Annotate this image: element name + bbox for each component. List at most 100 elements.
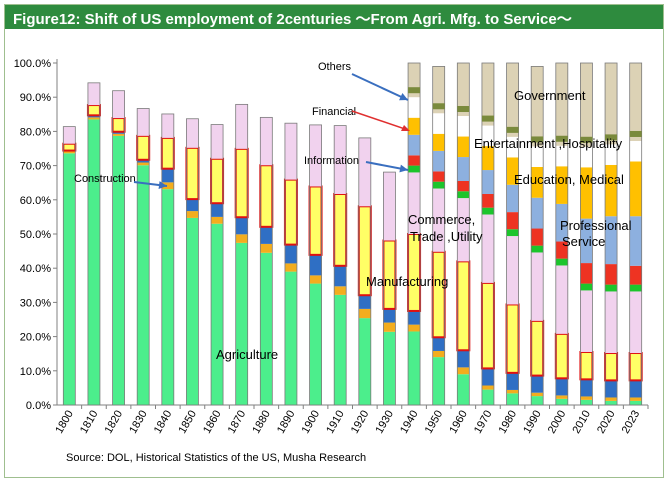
bar-segment-manufacturing [111, 117, 126, 133]
bar-segment-agriculture [260, 252, 273, 405]
y-tick-label: 100.0% [14, 58, 52, 70]
bar-segment-other-pre-1940- [309, 124, 322, 187]
bar-1860 [210, 124, 225, 406]
bar-segment-information [481, 207, 494, 215]
bar-segment-manufacturing [456, 260, 471, 352]
bar-segment-agriculture [383, 331, 396, 405]
bar-segment-commerce-trade-utility [137, 159, 150, 163]
bar-segment-government [481, 63, 494, 126]
bar-segment-other-pre-1940- [112, 90, 125, 119]
bar-segment-professional-service [629, 216, 642, 266]
bar-segment-information [457, 191, 470, 199]
bar-segment-commerce-modern- [481, 214, 494, 283]
bar-segment-government [531, 66, 544, 147]
bar-outline [555, 62, 569, 406]
bar-segment-other-pre-1940- [186, 118, 199, 148]
bar-segment-education-medical [555, 166, 568, 204]
bar-segment-construction [186, 211, 199, 218]
arrow-others [351, 73, 409, 101]
title-bar: Figure12: Shift of US employment of 2cen… [5, 5, 663, 29]
bar-segment-government [555, 63, 568, 146]
bar-segment-education-medical [432, 133, 445, 151]
annotation-commerce: Commerce, Trade ,Utility [408, 212, 483, 244]
bar-segment-education-medical [531, 166, 544, 198]
bar-1890 [283, 122, 298, 406]
bar-outline [383, 171, 396, 406]
annotation-agriculture: Agriculture [216, 347, 278, 362]
bar-segment-manufacturing [62, 142, 77, 152]
bar-segment-government [629, 63, 642, 141]
arrow-financial [351, 110, 409, 131]
bar-outline [259, 116, 273, 406]
x-tick-label: 2023 [620, 409, 643, 436]
arrow-construction-head [158, 181, 167, 190]
annotation-government: Government [514, 88, 586, 103]
x-axis: 1800 1810 1820 1830 1840 1850 1860 1870 1880 1890… [53, 405, 649, 436]
bar-outline [481, 62, 495, 406]
bar-segment-construction [457, 367, 470, 375]
bar-segment-agriculture [506, 393, 519, 405]
bar-segment-government-band [555, 135, 568, 142]
bar-segment-education-medical [605, 164, 618, 217]
bar-segment-commerce-modern- [605, 291, 618, 354]
bar-segment-agriculture [457, 374, 470, 405]
bar-segment-manufacturing [628, 352, 643, 382]
bar-segment-commerce-modern- [531, 252, 544, 321]
x-tick-label: 1980 [497, 409, 520, 436]
bar-segment-entertainment-hospitality [555, 145, 568, 167]
bar-segment-commerce-trade-utility [432, 337, 445, 351]
x-tick-label: 1850 [176, 409, 199, 436]
bar-segment-commerce-modern- [580, 290, 593, 352]
bar-segment-commerce-modern- [408, 172, 421, 234]
bar-segment-construction [235, 234, 248, 243]
annotation-financial: Financial [312, 106, 356, 118]
bar-segment-financial [605, 264, 618, 285]
bar-outline [506, 62, 519, 406]
bar-1900 [308, 124, 323, 406]
bar-segment-other-pre-1940- [358, 137, 371, 207]
bar-1880 [259, 116, 274, 406]
bar-segment-commerce-trade-utility [284, 244, 297, 264]
bar-outline [284, 122, 298, 406]
bar-segment-financial [432, 171, 445, 182]
bar-segment-professional-service [531, 197, 544, 229]
bar-segment-construction [580, 396, 593, 400]
arrow-information-head [399, 164, 408, 173]
bar-segment-commerce-trade-utility [629, 380, 642, 398]
bar-segment-financial [457, 180, 470, 192]
bar-segment-professional-service [481, 170, 494, 194]
bar-segment-other-pre-1940- [284, 123, 297, 180]
bar-segment-agriculture [334, 294, 347, 405]
bar-segment-education-medical [629, 161, 642, 217]
bar-segment-entertainment-hospitality [432, 113, 445, 134]
bar-segment-construction [284, 263, 297, 272]
bar-segment-education-medical [408, 117, 421, 135]
bar-segment-agriculture [309, 283, 322, 405]
bar-1940 [407, 62, 422, 406]
x-tick-label: 1840 [152, 409, 175, 436]
x-tick-label: 2000 [546, 409, 569, 436]
bar-1960 [456, 62, 471, 406]
bar-outline [235, 103, 249, 406]
bar-segment-construction [383, 322, 396, 332]
source-note: Source: DOL, Historical Statistics of th… [66, 452, 367, 464]
bars [62, 62, 643, 406]
bar-segment-construction [432, 350, 445, 358]
bar-segment-other-pre-1940- [63, 126, 76, 144]
bar-outline [210, 124, 224, 406]
bar-segment-professional-service [408, 134, 421, 156]
bar-segment-entertainment-hospitality [531, 146, 544, 167]
bar-segment-professional-service [457, 157, 470, 181]
bar-segment-professional-service [432, 150, 445, 172]
bar-segment-agriculture [432, 357, 445, 405]
bar-segment-manufacturing [505, 303, 520, 374]
x-tick-label: 1990 [521, 409, 544, 436]
y-tick-label: 30.0% [20, 297, 51, 309]
bar-segment-information [531, 245, 544, 253]
bar-segment-information [629, 284, 642, 292]
x-tick-label: 1800 [53, 409, 76, 436]
bar-segment-agriculture [137, 165, 150, 405]
bar-segment-construction [211, 216, 224, 224]
bar-segment-other-pre-1940- [137, 108, 150, 136]
bar-segment-entertainment-hospitality [580, 146, 593, 168]
